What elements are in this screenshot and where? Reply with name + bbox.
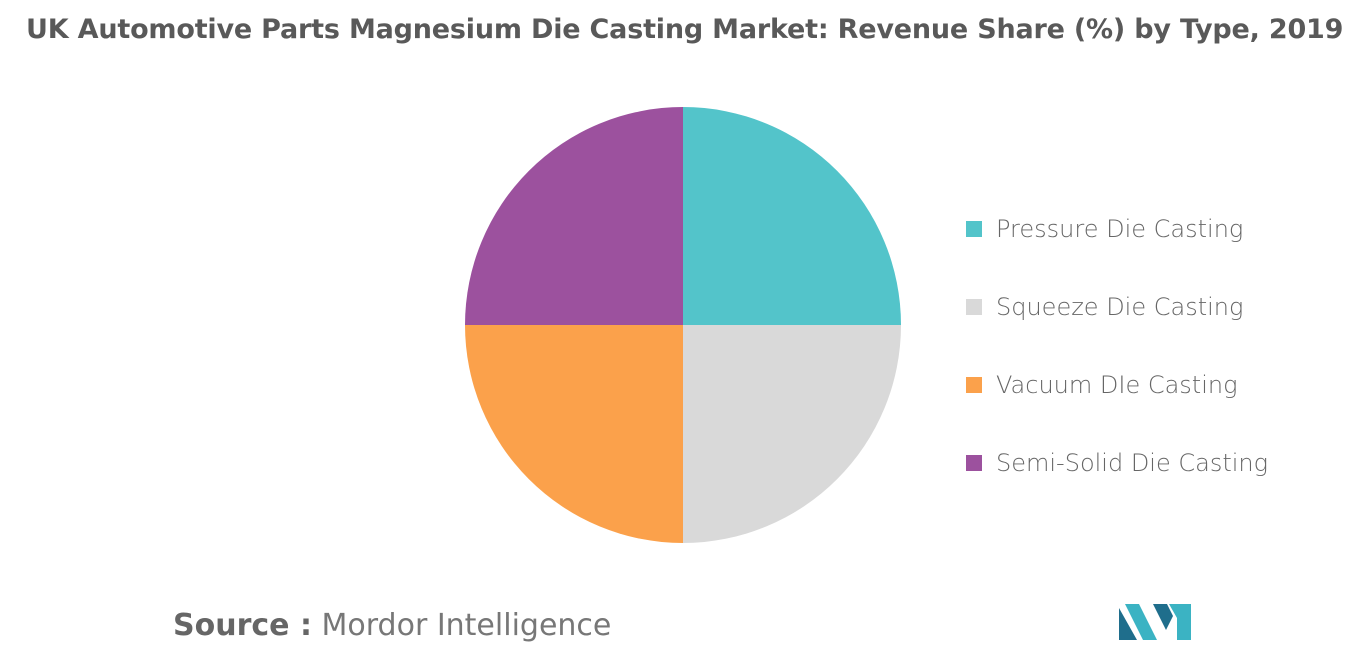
legend-item: Squeeze Die Casting: [966, 268, 1268, 346]
legend-swatch: [966, 299, 982, 315]
legend-swatch: [966, 377, 982, 393]
chart-legend: Pressure Die Casting Squeeze Die Casting V…: [966, 190, 1268, 502]
legend-label: Semi-Solid Die Casting: [996, 449, 1269, 477]
mordor-intelligence-logo-icon: [1119, 604, 1191, 640]
legend-swatch: [966, 221, 982, 237]
pie-slice-semi-solid-die-casting: [465, 107, 683, 325]
legend-label: Pressure Die Casting: [996, 215, 1244, 243]
source-key: Source :: [173, 608, 312, 643]
source-line: Source : Mordor Intelligence: [173, 608, 611, 643]
chart-title: UK Automotive Parts Magnesium Die Castin…: [26, 14, 1344, 45]
pie-slice-pressure-die-casting: [683, 107, 901, 325]
source-value: Mordor Intelligence: [321, 608, 612, 643]
legend-item: Pressure Die Casting: [966, 190, 1268, 268]
legend-label: Squeeze Die Casting: [996, 293, 1244, 321]
legend-item: Semi-Solid Die Casting: [966, 424, 1268, 502]
pie-slice-squeeze-die-casting: [683, 325, 901, 543]
legend-item: Vacuum DIe Casting: [966, 346, 1268, 424]
legend-swatch: [966, 455, 982, 471]
legend-label: Vacuum DIe Casting: [996, 371, 1238, 399]
pie-slice-vacuum-die-casting: [465, 325, 683, 543]
